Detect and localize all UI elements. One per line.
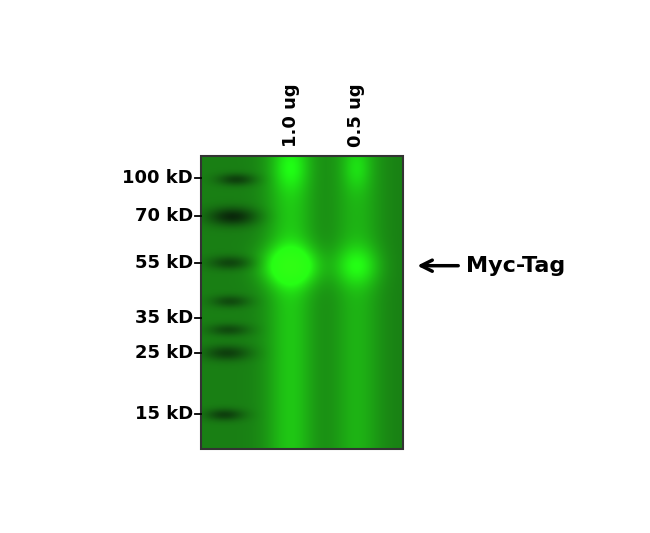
Bar <box>202 156 403 449</box>
Text: Myc-Tag: Myc-Tag <box>465 256 565 276</box>
Text: 15 kD: 15 kD <box>135 405 193 423</box>
Text: 0.5 ug: 0.5 ug <box>347 84 365 147</box>
Text: 70 kD: 70 kD <box>135 207 193 225</box>
Text: 100 kD: 100 kD <box>122 169 193 187</box>
Text: 25 kD: 25 kD <box>135 344 193 362</box>
Text: 55 kD: 55 kD <box>135 254 193 272</box>
Text: 1.0 ug: 1.0 ug <box>281 84 300 147</box>
Text: 35 kD: 35 kD <box>135 309 193 327</box>
